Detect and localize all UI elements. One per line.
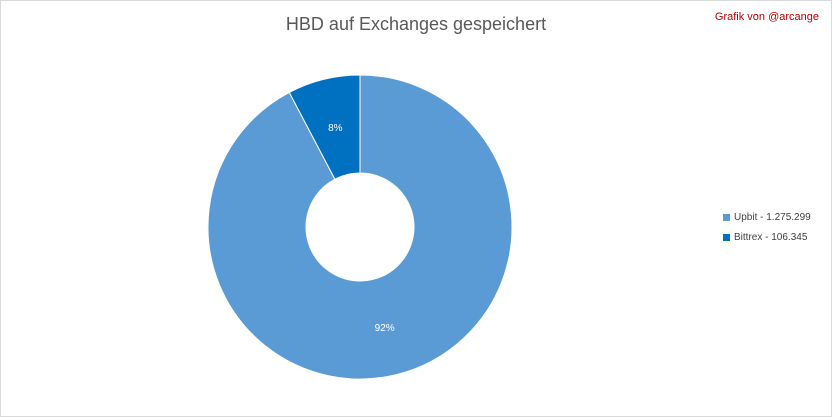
legend-item-bittrex: Bittrex - 106.345: [723, 227, 811, 247]
chart-title: HBD auf Exchanges gespeichert: [285, 14, 547, 34]
legend-label-bittrex: Bittrex - 106.345: [734, 231, 808, 243]
slice-upbit: [207, 74, 513, 380]
legend-label-upbit: Upbit - 1.275.299: [734, 211, 811, 223]
slice-bittrex: [288, 74, 361, 180]
chart-credit: Grafik von @arcange: [714, 11, 819, 23]
legend-swatch-bittrex: [723, 233, 730, 241]
legend-item-upbit: Upbit - 1.275.299: [723, 207, 811, 227]
data-label-bittrex: 8%: [328, 123, 343, 134]
data-label-upbit: 92%: [375, 323, 395, 334]
chart-legend: Upbit - 1.275.299 Bittrex - 106.345: [723, 207, 811, 247]
legend-swatch-upbit: [723, 213, 730, 221]
